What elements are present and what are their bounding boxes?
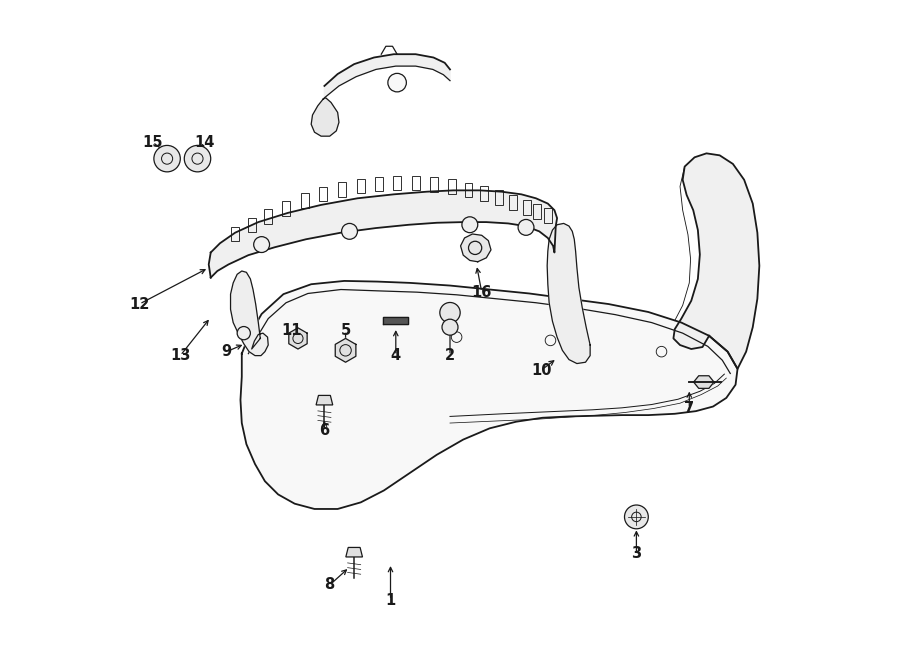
Polygon shape xyxy=(311,98,339,136)
Text: 13: 13 xyxy=(170,348,191,363)
Text: 3: 3 xyxy=(631,547,642,561)
Circle shape xyxy=(442,319,458,335)
Circle shape xyxy=(545,335,556,346)
Circle shape xyxy=(625,505,648,529)
Circle shape xyxy=(340,344,351,356)
Polygon shape xyxy=(461,234,491,262)
Circle shape xyxy=(462,217,478,233)
Circle shape xyxy=(254,237,269,253)
Text: 9: 9 xyxy=(221,344,231,359)
Circle shape xyxy=(292,333,303,344)
Circle shape xyxy=(192,153,203,164)
Text: 5: 5 xyxy=(340,323,351,338)
Circle shape xyxy=(451,332,462,342)
Text: 2: 2 xyxy=(445,348,455,363)
Polygon shape xyxy=(694,375,714,389)
Circle shape xyxy=(469,241,482,254)
Text: 1: 1 xyxy=(385,593,396,607)
Circle shape xyxy=(238,327,250,340)
Text: 4: 4 xyxy=(391,348,401,363)
Circle shape xyxy=(342,223,357,239)
Polygon shape xyxy=(336,338,356,362)
Polygon shape xyxy=(382,317,408,324)
Circle shape xyxy=(388,73,407,92)
Polygon shape xyxy=(230,271,268,356)
Circle shape xyxy=(184,145,211,172)
Polygon shape xyxy=(240,281,737,509)
Text: 7: 7 xyxy=(684,401,694,416)
Text: 16: 16 xyxy=(472,285,492,299)
Polygon shape xyxy=(289,328,307,349)
Polygon shape xyxy=(547,223,590,364)
Polygon shape xyxy=(673,153,760,369)
Text: 10: 10 xyxy=(531,363,552,377)
Circle shape xyxy=(154,145,180,172)
Polygon shape xyxy=(324,54,450,98)
Text: 8: 8 xyxy=(325,578,335,592)
Circle shape xyxy=(440,303,460,323)
Text: 11: 11 xyxy=(281,323,302,338)
Polygon shape xyxy=(211,190,557,278)
Text: 14: 14 xyxy=(194,135,214,149)
Text: 15: 15 xyxy=(142,135,163,149)
Circle shape xyxy=(632,512,641,522)
Polygon shape xyxy=(346,547,363,557)
Circle shape xyxy=(656,346,667,357)
Text: 12: 12 xyxy=(129,297,149,311)
Polygon shape xyxy=(316,395,333,405)
Text: 6: 6 xyxy=(320,424,329,438)
Circle shape xyxy=(518,219,534,235)
Circle shape xyxy=(161,153,173,164)
